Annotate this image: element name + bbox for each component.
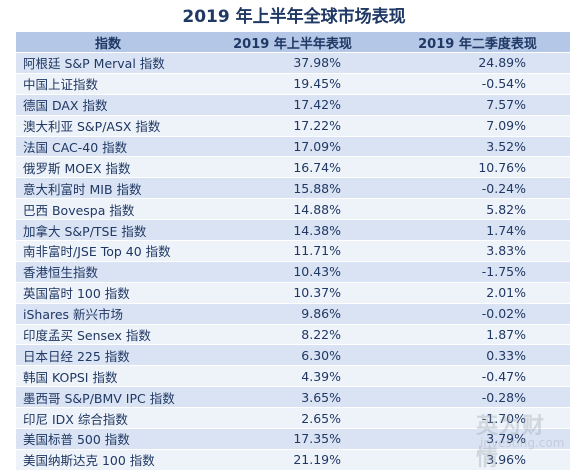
q2-return-cell: -0.54% (385, 73, 570, 95)
table-row: 韩国 KOPSI 指数 4.39% -0.47% (16, 365, 570, 388)
page-title: 2019 年上半年全球市场表现 (182, 7, 406, 27)
table-row: 印度孟买 Sensex 指数 8.22% 1.87% (16, 324, 570, 346)
table-row: 澳大利亚 S&P/ASX 指数 17.22% 7.09% (16, 115, 570, 137)
h1-return-cell: 15.88% (200, 177, 385, 200)
h1-return-cell: 14.38% (200, 219, 385, 242)
index-name-cell: 意大利富时 MIB 指数 (16, 177, 200, 200)
table-row: 俄罗斯 MOEX 指数 16.74% 10.76% (16, 156, 570, 179)
h1-return-cell: 3.65% (200, 386, 385, 409)
q2-return-cell: 3.52% (385, 136, 570, 158)
q2-return-cell: 0.33% (385, 344, 570, 367)
index-name-cell: 南非富时/JSE Top 40 指数 (16, 240, 200, 262)
q2-return-cell: -1.70% (385, 407, 570, 430)
table-row: 香港恒生指数 10.43% -1.75% (16, 261, 570, 283)
index-name-cell: 印度孟买 Sensex 指数 (16, 324, 200, 346)
table-row: 美国标普 500 指数 17.35% 3.79% (16, 428, 570, 450)
index-name-cell: 墨西哥 S&P/BMV IPC 指数 (16, 386, 200, 409)
index-name-cell: 巴西 Bovespa 指数 (16, 198, 200, 221)
index-name-cell: 加拿大 S&P/TSE 指数 (16, 219, 200, 242)
h1-return-cell: 37.98% (200, 52, 385, 74)
table-row: 阿根廷 S&P Merval 指数 37.98% 24.89% (16, 52, 570, 74)
h1-return-cell: 17.35% (200, 428, 385, 450)
table-row: iShares 新兴市场 9.86% -0.02% (16, 303, 570, 325)
index-name-cell: 中国上证指数 (16, 73, 200, 95)
h1-return-cell: 8.22% (200, 324, 385, 346)
q2-return-cell: -0.28% (385, 386, 570, 409)
q2-return-cell: -1.75% (385, 261, 570, 283)
h1-return-cell: 4.39% (200, 365, 385, 388)
index-name-cell: 澳大利亚 S&P/ASX 指数 (16, 115, 200, 137)
table-row: 印尼 IDX 综合指数 2.65% -1.70% (16, 407, 570, 430)
table-row: 南非富时/JSE Top 40 指数 11.71% 3.83% (16, 240, 570, 262)
table-row: 中国上证指数 19.45% -0.54% (16, 73, 570, 95)
h1-return-cell: 19.45% (200, 73, 385, 95)
q2-return-cell: 1.74% (385, 219, 570, 242)
column-header-h1-2019: 2019 年上半年表现 (200, 32, 385, 53)
q2-return-cell: 7.09% (385, 115, 570, 137)
q2-return-cell: 1.87% (385, 324, 570, 346)
index-name-cell: 英国富时 100 指数 (16, 282, 200, 304)
index-name-cell: 香港恒生指数 (16, 261, 200, 283)
h1-return-cell: 17.42% (200, 94, 385, 116)
q2-return-cell: 7.57% (385, 94, 570, 116)
table-header-row: 指数 2019 年上半年表现 2019 年二季度表现 (16, 32, 570, 53)
h1-return-cell: 16.74% (200, 156, 385, 179)
table-row: 巴西 Bovespa 指数 14.88% 5.82% (16, 198, 570, 221)
table-row: 意大利富时 MIB 指数 15.88% -0.24% (16, 177, 570, 200)
h1-return-cell: 10.37% (200, 282, 385, 304)
q2-return-cell: 2.01% (385, 282, 570, 304)
index-name-cell: 日本日经 225 指数 (16, 344, 200, 367)
table-row: 英国富时 100 指数 10.37% 2.01% (16, 282, 570, 304)
index-name-cell: 法国 CAC-40 指数 (16, 136, 200, 158)
h1-return-cell: 17.22% (200, 115, 385, 137)
h1-return-cell: 10.43% (200, 261, 385, 283)
performance-table: 指数 2019 年上半年表现 2019 年二季度表现 阿根廷 S&P Merva… (16, 32, 570, 471)
index-name-cell: 俄罗斯 MOEX 指数 (16, 156, 200, 179)
h1-return-cell: 2.65% (200, 407, 385, 430)
index-name-cell: 阿根廷 S&P Merval 指数 (16, 52, 200, 74)
index-name-cell: 美国标普 500 指数 (16, 428, 200, 450)
h1-return-cell: 17.09% (200, 136, 385, 158)
q2-return-cell: 3.83% (385, 240, 570, 262)
q2-return-cell: -0.02% (385, 303, 570, 325)
q2-return-cell: 3.96% (385, 449, 570, 471)
h1-return-cell: 11.71% (200, 240, 385, 262)
h1-return-cell: 6.30% (200, 344, 385, 367)
table-row: 日本日经 225 指数 6.30% 0.33% (16, 344, 570, 367)
h1-return-cell: 9.86% (200, 303, 385, 325)
column-header-q2-2019: 2019 年二季度表现 (385, 32, 570, 53)
index-name-cell: 美国纳斯达克 100 指数 (16, 449, 200, 471)
table-row: 法国 CAC-40 指数 17.09% 3.52% (16, 136, 570, 158)
q2-return-cell: 24.89% (385, 52, 570, 74)
table-row: 德国 DAX 指数 17.42% 7.57% (16, 94, 570, 116)
q2-return-cell: 10.76% (385, 156, 570, 179)
index-name-cell: iShares 新兴市场 (16, 303, 200, 325)
index-name-cell: 印尼 IDX 综合指数 (16, 407, 200, 430)
column-header-index: 指数 (16, 32, 200, 53)
table-row: 美国纳斯达克 100 指数 21.19% 3.96% (16, 449, 570, 471)
index-name-cell: 韩国 KOPSI 指数 (16, 365, 200, 388)
q2-return-cell: -0.24% (385, 177, 570, 200)
index-name-cell: 德国 DAX 指数 (16, 94, 200, 116)
q2-return-cell: 3.79% (385, 428, 570, 450)
h1-return-cell: 21.19% (200, 449, 385, 471)
h1-return-cell: 14.88% (200, 198, 385, 221)
q2-return-cell: 5.82% (385, 198, 570, 221)
q2-return-cell: -0.47% (385, 365, 570, 388)
table-row: 墨西哥 S&P/BMV IPC 指数 3.65% -0.28% (16, 386, 570, 409)
table-row: 加拿大 S&P/TSE 指数 14.38% 1.74% (16, 219, 570, 242)
